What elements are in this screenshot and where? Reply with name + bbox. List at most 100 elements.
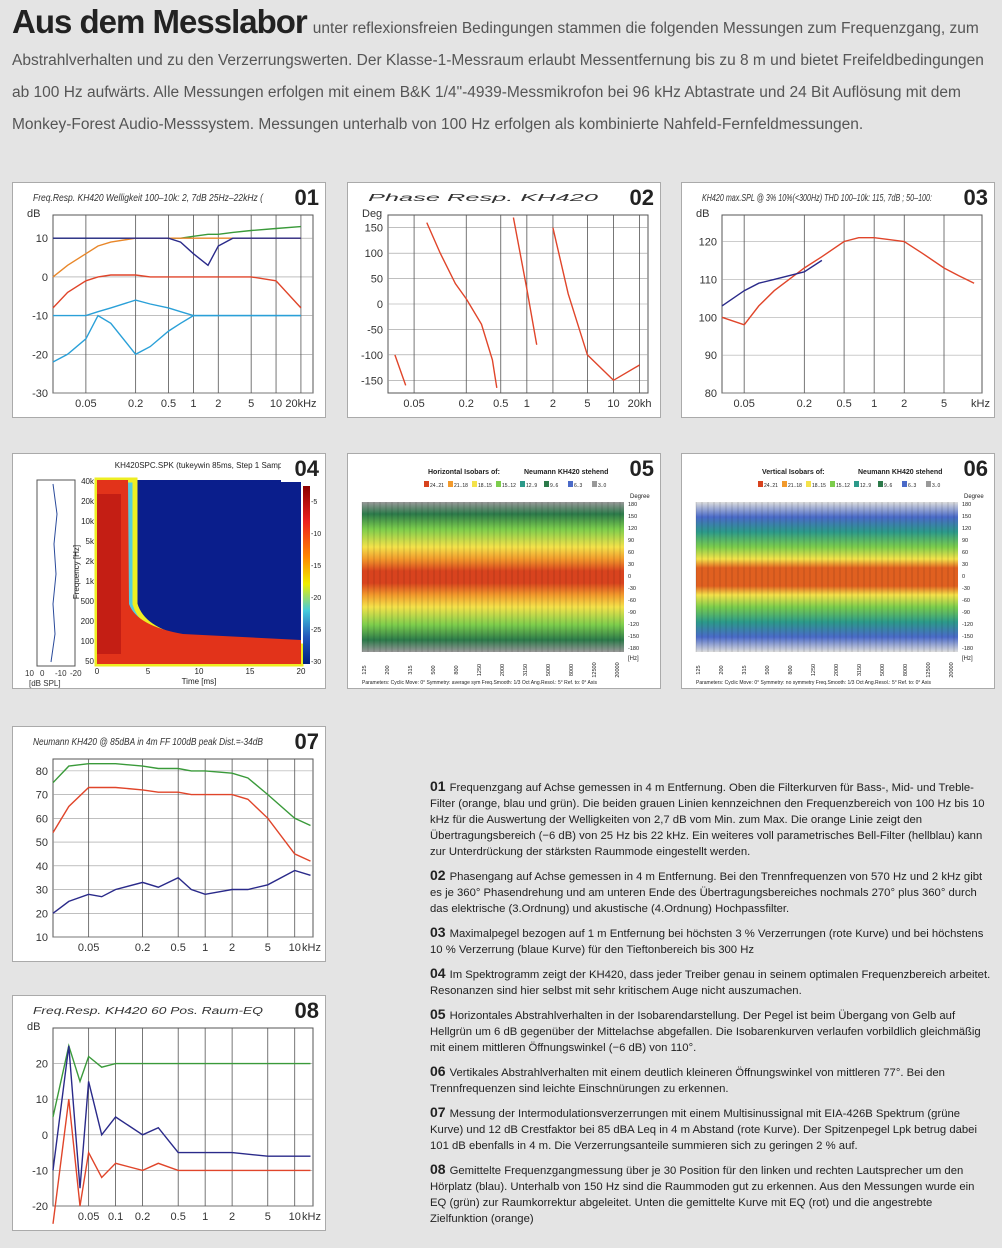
caption: 03 Maximalpegel bezogen auf 1 m Entfernun… <box>430 924 992 958</box>
number-box <box>616 454 660 482</box>
deg-tick-label: 150 <box>628 514 637 520</box>
number-box <box>281 996 325 1024</box>
caption-text: Horizontales Abstrahlverhalten in der Is… <box>430 1010 981 1054</box>
x-tick-label: 1 <box>871 398 877 410</box>
y-tick-label: -20 <box>32 1201 48 1213</box>
footer: Parameters: Cyclic Move: 0° Symmetry: no… <box>696 680 931 686</box>
data-line <box>52 786 311 862</box>
y-label: Frequency [Hz] <box>72 545 81 599</box>
legend-swatch <box>568 481 573 487</box>
legend-swatch <box>926 481 931 487</box>
freq-tick-label: 125 <box>696 665 702 674</box>
isobar-plot: Horizontal Isobars of: Neumann KH420 steh… <box>361 454 660 686</box>
caption-number: 04 <box>430 965 446 981</box>
legend-swatch <box>496 481 501 487</box>
legend-label: 12..9 <box>526 483 537 489</box>
figure-number: 05 <box>630 456 654 481</box>
figure-panel: 10 0 -10 -20 [dB SPL] KH420SPC.SPK (tukeywin … <box>12 453 326 689</box>
colorbar-tick-label: -10 <box>311 531 321 538</box>
field <box>362 502 624 652</box>
colorbar-tick-label: -5 <box>311 499 317 506</box>
number-box <box>281 727 325 755</box>
legend-label: 6..3 <box>908 483 917 489</box>
freq-tick-label: 20000 <box>949 662 955 677</box>
y-tick-label: -100 <box>361 350 383 362</box>
freq-tick-label: 5000 <box>880 664 886 676</box>
figure-panel: Vertical Isobars of: Neumann KH420 stehen… <box>681 453 995 689</box>
x-tick-label: 0.05 <box>78 942 99 954</box>
y-tick-label: 40 <box>36 861 48 873</box>
y-tick-label: 2k <box>86 557 95 566</box>
legend-label: 15..12 <box>502 483 516 489</box>
data-line <box>52 274 302 309</box>
caption-text: Phasengang auf Achse gemessen in 4 m Ent… <box>430 871 983 915</box>
x-tick-label: 0.5 <box>171 942 186 954</box>
legend-label: 24..21 <box>430 483 444 489</box>
figure-number: 02 <box>630 185 654 210</box>
caption-number: 06 <box>430 1063 446 1079</box>
figure-panel: 80 70 60 50 40 30 20 10 0.05 0.2 0.5 1 2 5 10 kHz Neuman… <box>12 726 326 962</box>
chart: 100-10-20-300.05 0.2 0.5 1 2 5 10 20kHzdBFreq.R… <box>27 183 325 410</box>
deg-tick-label: 90 <box>628 538 634 544</box>
x-tick-label: 20 <box>297 667 306 676</box>
y-tick-label: 80 <box>36 766 48 778</box>
caption-number: 02 <box>430 867 446 883</box>
x-tick-label: 0.5 <box>836 398 851 410</box>
freq-tick-label: 8000 <box>569 664 575 676</box>
legend-label: 9..6 <box>884 483 893 489</box>
number-box <box>281 454 325 482</box>
chart-title: KH420 max.SPL @ 3% 10%(<300Hz) THD 100–1… <box>702 193 932 204</box>
plot-area <box>52 214 314 394</box>
legend-swatch <box>472 481 477 487</box>
x-tick-label: 2 <box>550 398 556 410</box>
side-tick-label: -20 <box>70 669 82 678</box>
x-tick-label: 5 <box>146 667 151 676</box>
deg-tick-label: -30 <box>628 586 636 592</box>
caption-number: 03 <box>430 924 446 940</box>
freq-tick-label: 125 <box>362 665 368 674</box>
chart-title: Horizontal Isobars of: <box>428 469 500 476</box>
y-tick-label: -10 <box>32 1165 48 1177</box>
data-line <box>394 217 640 389</box>
side-panel <box>36 479 76 667</box>
caption-number: 07 <box>430 1104 446 1120</box>
x-tick-label: 20kHz <box>285 398 316 410</box>
data-line <box>52 314 301 363</box>
freq-tick-label: 315 <box>408 665 414 674</box>
y-tick-label: 150 <box>365 223 383 235</box>
caption: 05 Horizontales Abstrahlverhalten in der … <box>430 1006 992 1056</box>
y-unit: Deg <box>362 208 382 220</box>
deg-tick-label: 150 <box>962 514 971 520</box>
deg-tick-label: -120 <box>628 622 639 628</box>
chart-subtitle: Neumann KH420 stehend <box>524 469 608 476</box>
deg-tick-label: 120 <box>628 526 637 532</box>
legend-label: 3..0 <box>598 483 607 489</box>
intro-text: unter reflexionsfreien Bedingungen stamm… <box>12 20 984 133</box>
legend-label: 6..3 <box>574 483 583 489</box>
x-label: Time [ms] <box>182 677 217 686</box>
freq-tick-label: 12500 <box>592 662 598 677</box>
legend-swatch <box>758 481 763 487</box>
y-tick-label: 50 <box>85 657 94 666</box>
legend-swatch <box>806 481 811 487</box>
x-tick-label: 10 <box>289 1211 301 1223</box>
legend-label: 3..0 <box>932 483 941 489</box>
x-tick-label: 10 <box>289 942 301 954</box>
freq-tick-label: 2000 <box>500 664 506 676</box>
y-tick-label: 100 <box>699 312 717 324</box>
y-tick-label: 20k <box>81 497 95 506</box>
legend-swatch <box>830 481 835 487</box>
chart-title: Freq.Resp. KH420 Welligkeit 100–10k: 2, … <box>33 193 264 204</box>
deg-tick-label: -90 <box>962 610 970 616</box>
figure-panel: 120 110 100 90 80 0.05 0.2 0.5 1 2 5 dB kHz KH420 max… <box>681 182 995 418</box>
legend-swatch <box>448 481 453 487</box>
freq-tick-label: 200 <box>719 665 725 674</box>
y-tick-label: 0 <box>377 299 383 311</box>
x-tick-label: 10 <box>270 398 282 410</box>
colorbar-tick-label: -30 <box>311 659 321 666</box>
caption-text: Gemittelte Frequenzgangmessung über je 3… <box>430 1165 975 1225</box>
legend-swatch <box>902 481 907 487</box>
deg-label: Degree <box>964 494 984 500</box>
x-tick-label: 2 <box>229 1211 235 1223</box>
y-tick-label: 10 <box>36 932 48 944</box>
